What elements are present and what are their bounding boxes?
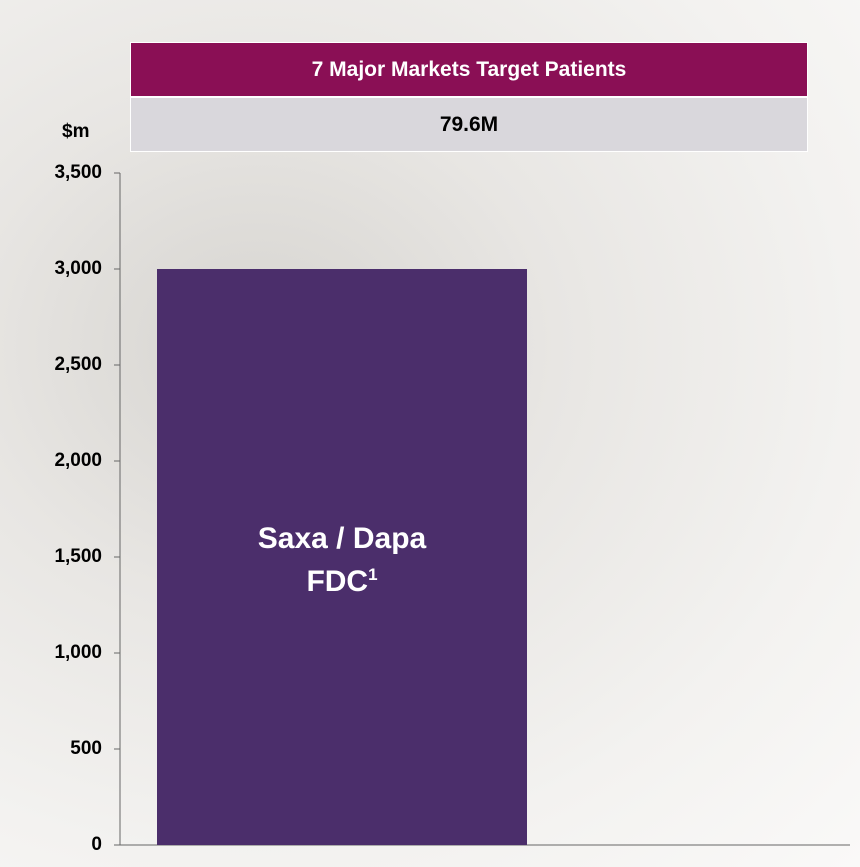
- category-label: Saxa / Dapa FDC: [258, 522, 426, 598]
- y-tick-label: 500: [70, 738, 102, 759]
- y-tick-label: 3,500: [54, 162, 102, 183]
- y-tick-label: 2,500: [54, 354, 102, 375]
- y-tick-label: 2,000: [54, 450, 102, 471]
- bar-label: Saxa / Dapa FDC1: [232, 521, 452, 600]
- y-tick-label: 1,500: [54, 546, 102, 567]
- footnote-marker: 1: [368, 565, 377, 584]
- y-tick-label: 0: [91, 834, 102, 855]
- chart-header: 7 Major Markets Target Patients: [130, 42, 808, 97]
- page: 0 500 1,000 1,500 2,000 2,500 3,000 3,500 7 Maj…: [0, 0, 860, 867]
- y-tick-label: 3,000: [54, 258, 102, 279]
- y-tick-label: 1,000: [54, 642, 102, 663]
- y-axis-label: $m: [62, 121, 89, 143]
- chart-subheader: 79.6M: [130, 97, 808, 152]
